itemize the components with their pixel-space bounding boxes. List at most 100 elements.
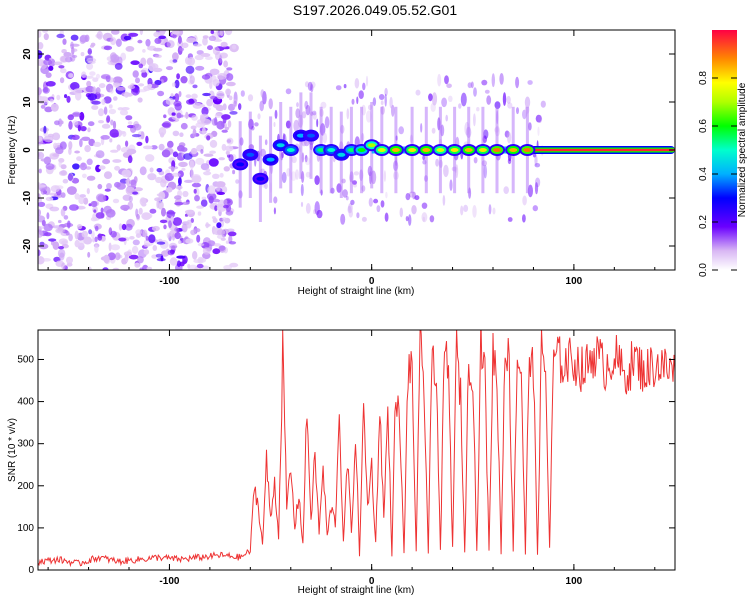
carrier-sidelobe [285, 88, 292, 95]
noise-speckle [138, 83, 145, 87]
carrier-sidelobe [247, 94, 254, 102]
noise-speckle [200, 199, 208, 207]
noise-speckle [196, 234, 201, 243]
noise-speckle [110, 230, 117, 238]
noise-speckle [43, 125, 47, 134]
noise-speckle [59, 120, 64, 125]
colorbar-tick-label: 0.8 [698, 71, 709, 85]
noise-speckle [139, 166, 147, 176]
carrier-sidelobe [335, 85, 342, 91]
noise-speckle [115, 38, 122, 47]
carrier-sidelobe [532, 205, 538, 212]
noise-speckle [79, 138, 83, 148]
noise-speckle [168, 242, 178, 250]
noise-speckle [139, 267, 144, 270]
noise-speckle [203, 171, 212, 176]
noise-speckle [171, 112, 176, 116]
noise-speckle [68, 233, 73, 242]
noise-speckle [172, 151, 178, 158]
noise-speckle [56, 94, 61, 101]
noise-speckle [79, 111, 85, 121]
noise-speckle [40, 158, 51, 162]
noise-speckle [201, 74, 211, 80]
noise-speckle [113, 96, 118, 101]
noise-speckle [147, 77, 153, 86]
noise-speckle [136, 141, 143, 146]
noise-speckle [184, 179, 193, 183]
noise-speckle [166, 232, 170, 239]
carrier-sidelobe [296, 102, 299, 108]
noise-speckle [219, 172, 224, 178]
noise-speckle [97, 183, 103, 190]
noise-speckle [178, 177, 182, 186]
noise-speckle [135, 77, 140, 84]
noise-speckle [177, 145, 185, 152]
noise-speckle [190, 218, 194, 223]
carrier-blob-core [450, 148, 459, 152]
noise-speckle [221, 217, 228, 221]
noise-speckle [91, 105, 99, 110]
noise-speckle [227, 231, 237, 237]
carrier-sidelobe [268, 98, 273, 110]
noise-speckle [227, 120, 232, 128]
noise-speckle [181, 42, 189, 49]
noise-speckle [41, 219, 46, 227]
spectrogram-y-ticks: -20 -10 0 10 20 [22, 48, 675, 253]
noise-speckle [94, 244, 99, 253]
carrier-sidelobe [291, 156, 297, 164]
noise-speckle [143, 249, 150, 255]
noise-speckle [216, 120, 225, 130]
noise-speckle [84, 145, 91, 153]
noise-speckle [143, 145, 153, 150]
noise-speckle [54, 185, 64, 190]
noise-speckle [197, 211, 202, 216]
noise-speckle [60, 208, 66, 217]
noise-speckle [135, 208, 139, 218]
noise-speckle [67, 114, 75, 121]
noise-speckle [111, 30, 120, 35]
noise-speckle [48, 238, 57, 242]
noise-speckle [103, 96, 112, 104]
noise-speckle [38, 136, 43, 143]
noise-speckle [118, 237, 127, 242]
noise-speckle [179, 132, 184, 137]
noise-speckle [85, 166, 92, 170]
noise-speckle [108, 108, 117, 115]
noise-speckle [72, 120, 79, 126]
noise-speckle [194, 54, 204, 61]
noise-speckle [63, 215, 69, 220]
carrier-sidelobe [240, 90, 245, 97]
noise-speckle [80, 52, 85, 57]
noise-speckle [132, 70, 139, 78]
noise-speckle [102, 267, 109, 270]
carrier-sidelobe [282, 133, 285, 142]
noise-speckle [154, 79, 162, 86]
noise-speckle [132, 123, 142, 131]
noise-speckle [176, 260, 181, 268]
noise-speckle [180, 76, 188, 84]
noise-speckle [94, 236, 98, 243]
noise-speckle [123, 251, 132, 257]
y-tick-label: 0 [22, 147, 33, 153]
noise-speckle [52, 241, 60, 250]
carrier-sidelobe [502, 92, 507, 106]
noise-speckle [215, 104, 225, 112]
noise-speckle [164, 172, 174, 182]
noise-speckle [110, 149, 119, 153]
snr-frame [37, 329, 676, 571]
x-tick-label: -100 [159, 276, 179, 287]
noise-speckle [41, 258, 52, 262]
noise-speckle [57, 248, 66, 258]
noise-speckle [228, 154, 234, 162]
noise-speckle [223, 199, 228, 205]
carrier-sidelobe [460, 92, 467, 107]
noise-speckle [86, 62, 94, 70]
carrier-sidelobe [528, 122, 532, 131]
carrier-blob-core [391, 148, 400, 152]
noise-speckle [81, 136, 91, 141]
noise-speckle [178, 91, 182, 97]
noise-speckle [158, 143, 165, 151]
noise-speckle [212, 79, 220, 87]
noise-speckle [139, 30, 143, 36]
